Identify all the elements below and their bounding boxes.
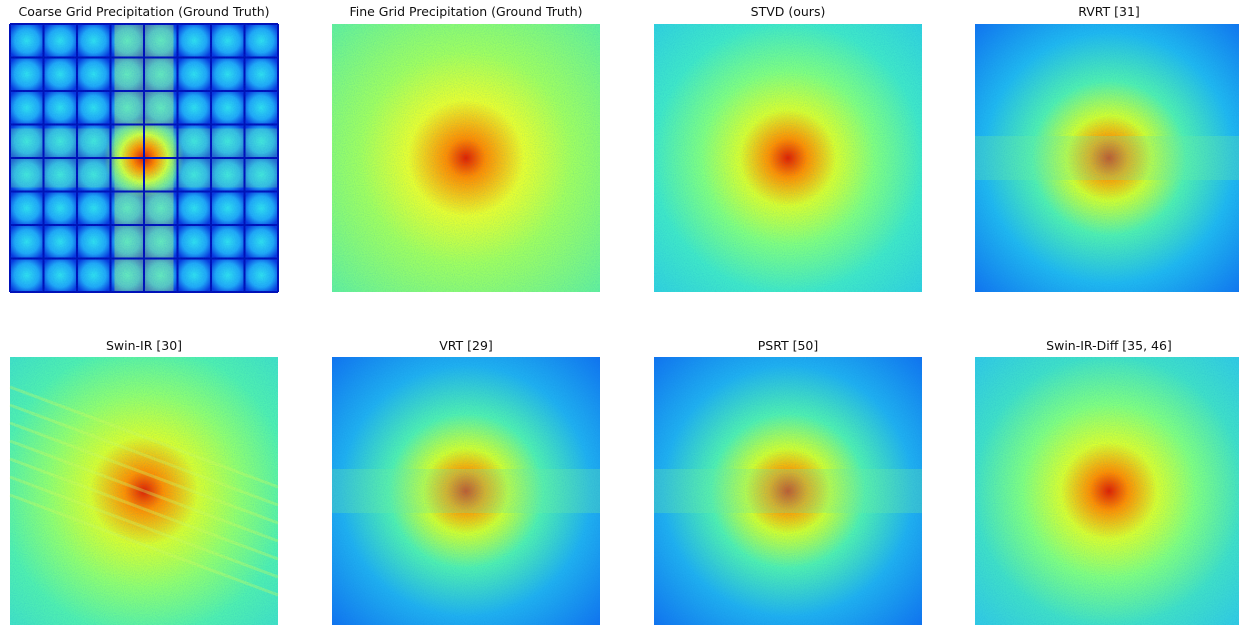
spectrum-image	[9, 357, 279, 625]
spectrum-image	[9, 23, 279, 293]
panel: Coarse Grid Precipitation (Ground Truth)	[9, 4, 279, 293]
panel: RVRT [31]	[975, 4, 1239, 292]
spectrum-image	[975, 357, 1239, 625]
panel-title: Swin-IR-Diff [35, 46]	[1046, 338, 1172, 353]
panel-title: PSRT [50]	[758, 338, 819, 353]
spectrum-image	[332, 357, 600, 625]
panel-title: RVRT [31]	[1078, 4, 1140, 19]
spectrum-image	[654, 357, 922, 625]
spectrum-image	[332, 24, 600, 292]
spectrum-image	[975, 24, 1239, 292]
panel-title: Coarse Grid Precipitation (Ground Truth)	[18, 4, 269, 19]
panel: VRT [29]	[332, 338, 600, 625]
panel: PSRT [50]	[654, 338, 922, 625]
panel-title: Swin-IR [30]	[106, 338, 182, 353]
panel: Swin-IR-Diff [35, 46]	[975, 338, 1239, 625]
panel-title: VRT [29]	[439, 338, 493, 353]
panel-title: Fine Grid Precipitation (Ground Truth)	[349, 4, 582, 19]
panel: Swin-IR [30]	[9, 338, 279, 625]
panel-title: STVD (ours)	[751, 4, 826, 19]
panel: STVD (ours)	[654, 4, 922, 292]
panel: Fine Grid Precipitation (Ground Truth)	[332, 4, 600, 292]
spectrum-image	[654, 24, 922, 292]
